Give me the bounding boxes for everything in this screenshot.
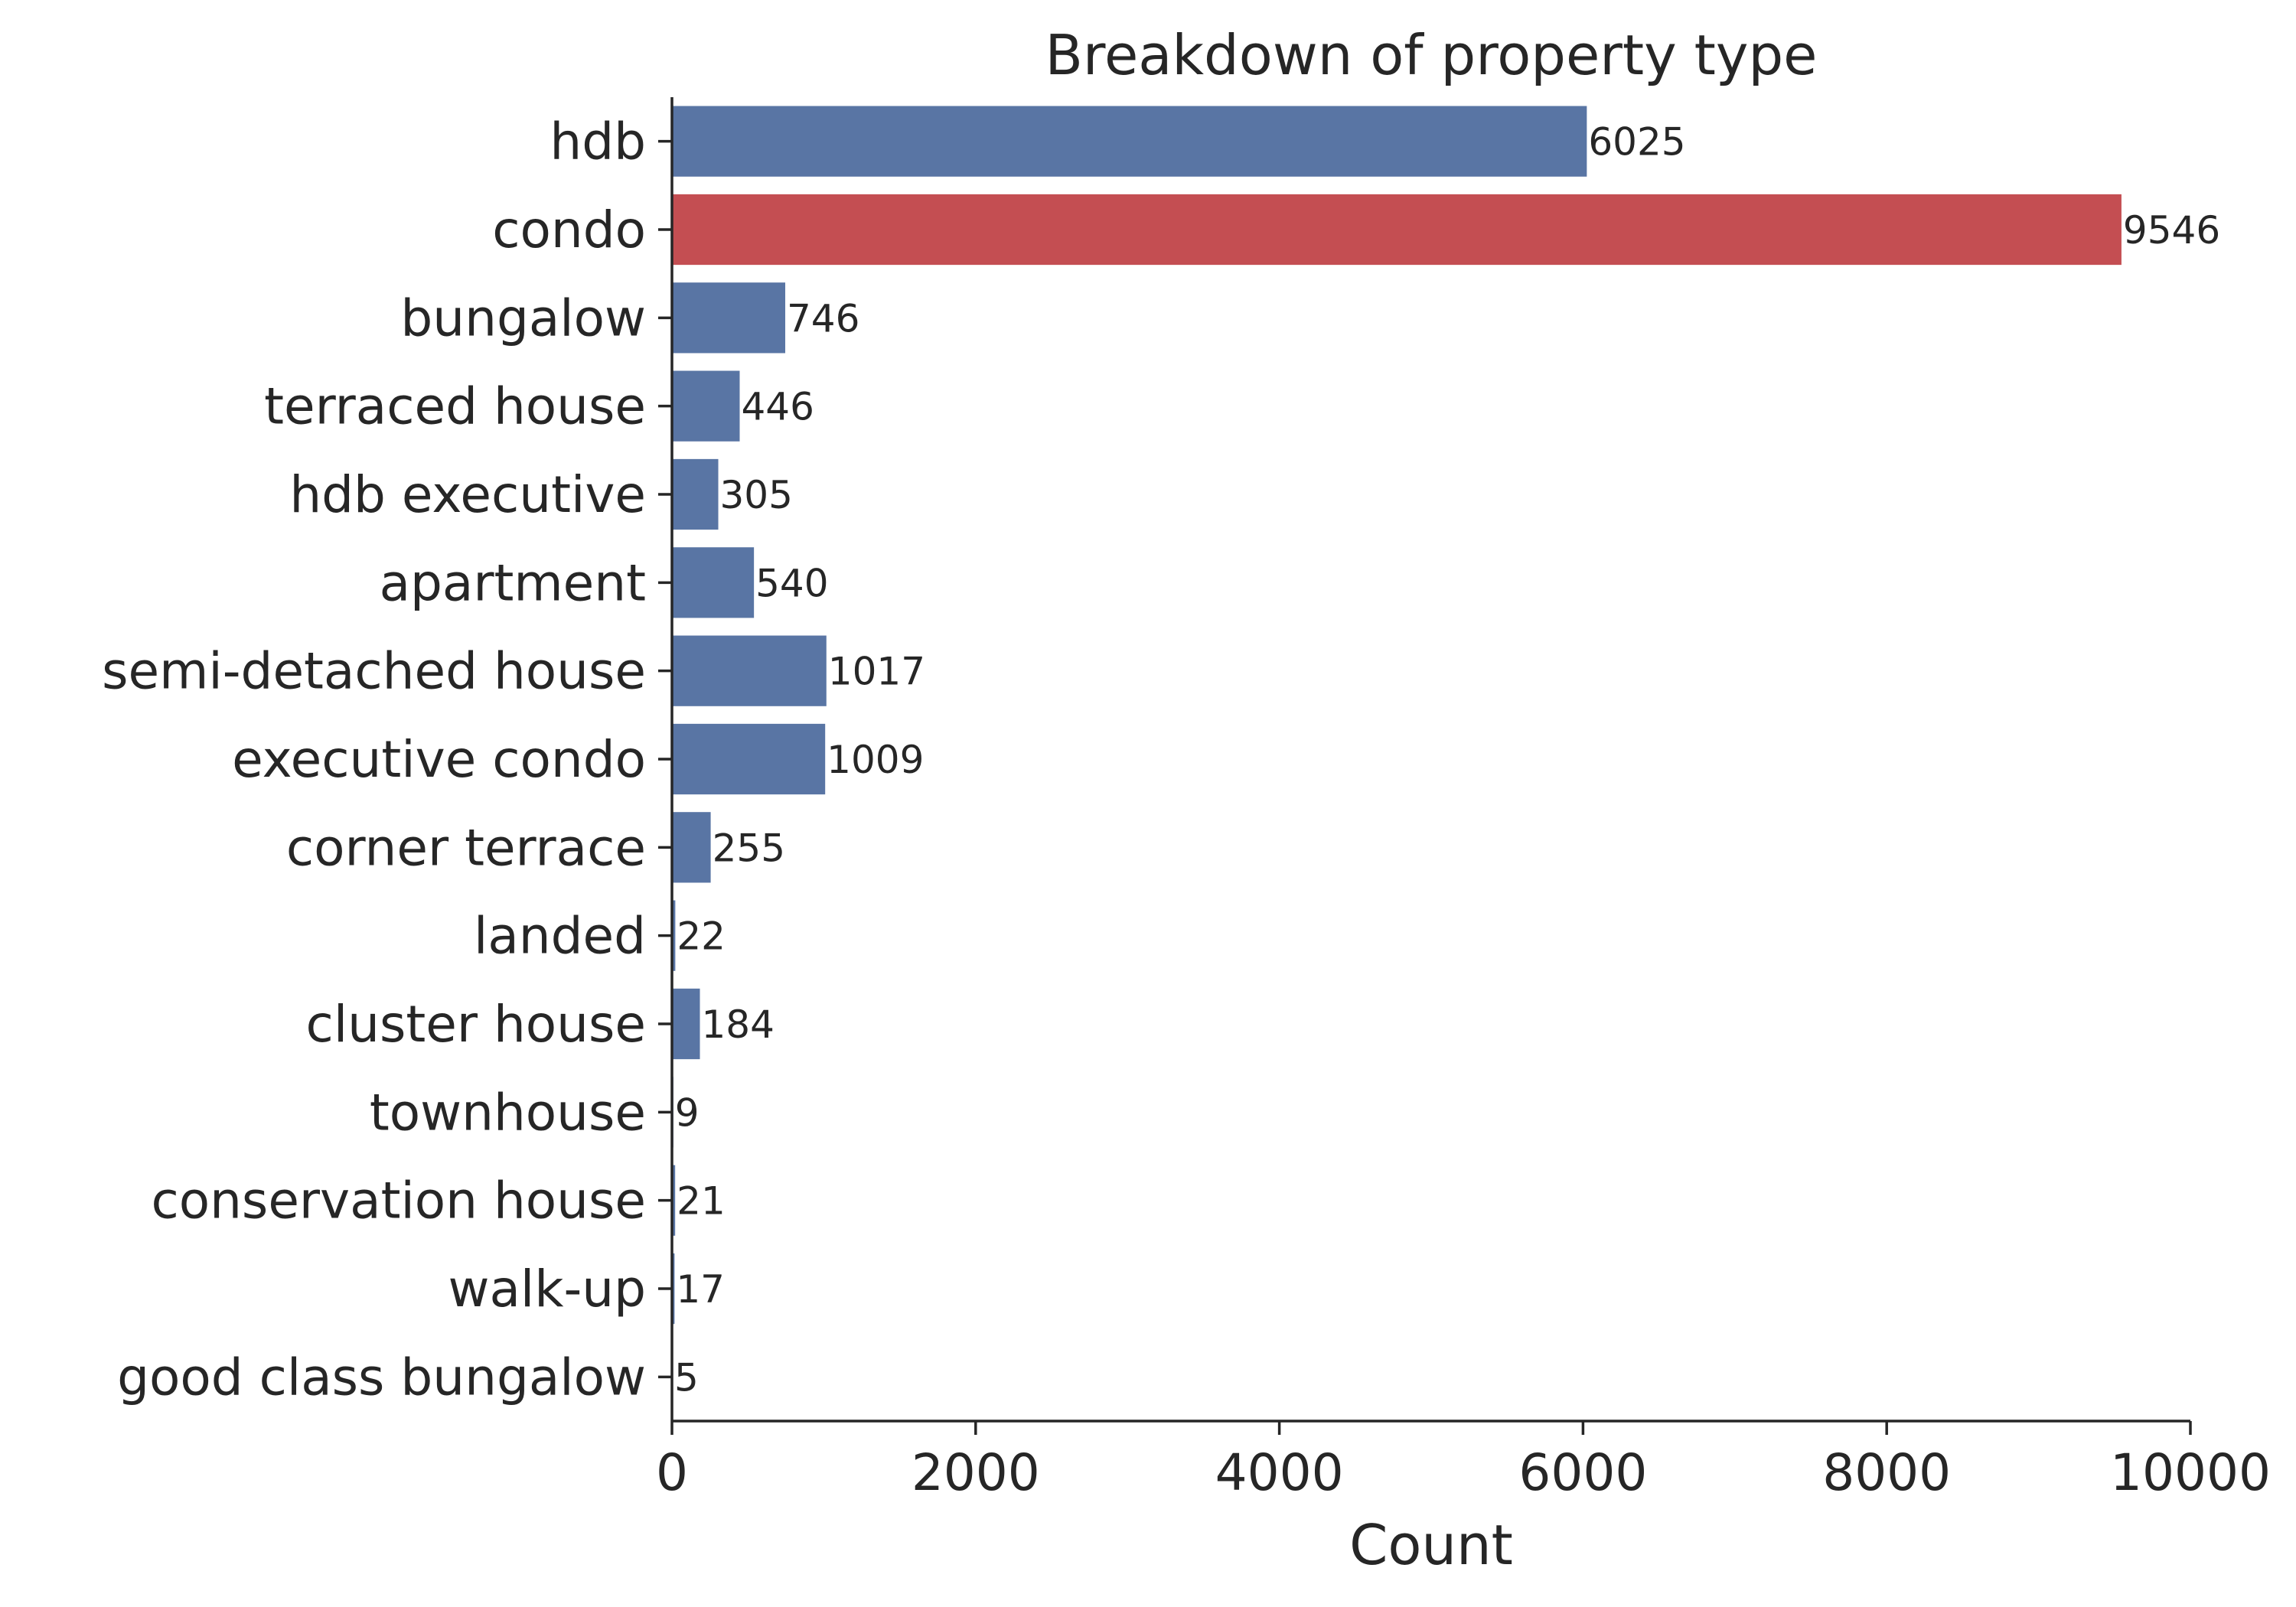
- y-tick-label-executive-condo: executive condo: [232, 730, 646, 789]
- bar-cluster-house: [672, 988, 700, 1060]
- bar-bungalow: [672, 282, 786, 354]
- data-label-executive-condo: 1009: [827, 738, 924, 782]
- y-tick-label-cluster-house: cluster house: [306, 995, 646, 1054]
- data-label-corner-terrace: 255: [713, 826, 785, 870]
- bar-landed: [672, 900, 676, 971]
- data-label-bungalow: 746: [787, 296, 859, 341]
- bar-condo: [672, 194, 2122, 266]
- data-label-semi-detached-house: 1017: [828, 650, 925, 694]
- data-label-townhouse: 9: [675, 1090, 700, 1135]
- bar-semi-detached-house: [672, 635, 827, 706]
- x-tick-label-8000: 8000: [1822, 1443, 1951, 1502]
- data-label-terraced-house: 446: [741, 385, 814, 429]
- y-tick-label-townhouse: townhouse: [370, 1083, 646, 1142]
- data-label-apartment: 540: [755, 561, 828, 605]
- y-tick-label-hdb: hdb: [550, 112, 646, 171]
- x-tick-label-4000: 4000: [1215, 1443, 1344, 1502]
- bars-group: [672, 106, 2122, 1413]
- x-tick-label-0: 0: [656, 1443, 688, 1502]
- bar-apartment: [672, 547, 755, 618]
- y-tick-label-semi-detached-house: semi-detached house: [102, 642, 646, 701]
- x-axis-label: Count: [1349, 1513, 1513, 1577]
- data-label-condo: 9546: [2123, 208, 2220, 253]
- chart-title: Breakdown of property type: [1045, 23, 1818, 87]
- y-tick-label-hdb-executive: hdb executive: [289, 465, 646, 524]
- bar-conservation-house: [672, 1165, 676, 1236]
- data-label-walk-up: 17: [676, 1267, 725, 1312]
- x-tick-label-2000: 2000: [912, 1443, 1040, 1502]
- bar-corner-terrace: [672, 812, 711, 883]
- data-label-cluster-house: 184: [702, 1002, 775, 1047]
- y-tick-label-bungalow: bungalow: [400, 288, 646, 347]
- bar-terraced-house: [672, 370, 740, 442]
- data-label-hdb-executive: 305: [720, 473, 793, 517]
- data-label-landed: 22: [677, 914, 726, 959]
- y-tick-label-conservation-house: conservation house: [151, 1172, 646, 1231]
- y-axis: hdb condo bungalow terraced house hdb execut…: [102, 97, 673, 1421]
- y-tick-label-terraced-house: terraced house: [264, 377, 646, 436]
- data-label-hdb: 6025: [1588, 120, 1685, 165]
- y-tick-label-apartment: apartment: [380, 553, 646, 612]
- x-axis: 0 2000 4000 6000 8000 10000: [656, 1420, 2271, 1502]
- data-label-good-class-bungalow: 5: [674, 1355, 699, 1400]
- bar-executive-condo: [672, 723, 826, 795]
- y-tick-label-landed: landed: [474, 907, 646, 966]
- x-tick-label-10000: 10000: [2110, 1443, 2271, 1502]
- y-tick-label-walk-up: walk-up: [448, 1260, 646, 1319]
- y-tick-label-corner-terrace: corner terrace: [286, 818, 646, 877]
- x-tick-label-6000: 6000: [1518, 1443, 1647, 1502]
- data-label-conservation-house: 21: [677, 1179, 726, 1224]
- y-tick-label-good-class-bungalow: good class bungalow: [117, 1348, 646, 1407]
- bar-hdb: [672, 106, 1587, 177]
- bar-hdb-executive: [672, 458, 719, 530]
- y-tick-label-condo: condo: [492, 200, 646, 259]
